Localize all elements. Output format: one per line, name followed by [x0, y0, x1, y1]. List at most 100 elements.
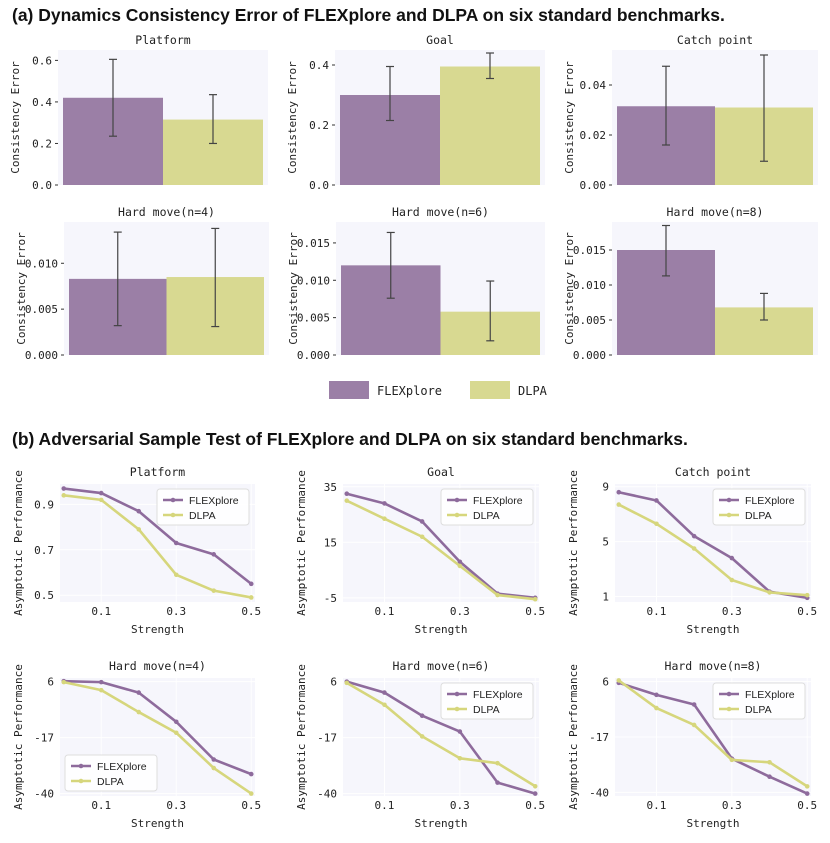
data-point-dlpa — [173, 730, 179, 736]
chart-title: Platform — [135, 33, 190, 47]
data-point-dlpa — [804, 784, 810, 789]
data-point-dlpa — [344, 498, 350, 503]
x-tick-label: 0.3 — [166, 799, 186, 812]
x-tick-label: 0.1 — [375, 605, 395, 618]
data-point-dlpa — [98, 687, 104, 693]
y-tick-label: 0.2 — [309, 119, 329, 132]
bar-chart-5: 0.000 0.005 0.010 0.015 Hard move(n=8) Consis… — [563, 205, 818, 362]
y-tick-label: 9 — [602, 481, 609, 494]
x-tick-label: 0.5 — [241, 605, 261, 618]
chart-title: Hard move(n=8) — [667, 205, 764, 219]
line-chart-7: 0.1 0.3 0.5 -5 15 35 Goal Strength Asymptotic Pe… — [295, 465, 545, 636]
data-point-dlpa — [382, 516, 387, 522]
data-point-flexplore — [654, 692, 659, 698]
data-point-dlpa — [344, 680, 350, 686]
x-tick-label: 0.5 — [797, 799, 817, 812]
series-line-dlpa — [617, 679, 808, 788]
legend-marker — [726, 691, 732, 697]
y-tick-label: 0.015 — [573, 244, 606, 257]
legend: FLEXplore DLPA — [712, 682, 806, 720]
data-point-dlpa — [457, 563, 463, 569]
data-point-flexplore — [691, 533, 697, 539]
data-point-flexplore — [382, 501, 387, 506]
y-tick-label: 0.0 — [32, 179, 52, 192]
y-tick-label: 0.005 — [297, 312, 330, 325]
data-point-flexplore — [248, 581, 254, 587]
data-point-flexplore — [382, 690, 387, 695]
x-tick-label: 0.3 — [166, 605, 186, 618]
data-point-dlpa — [616, 502, 622, 507]
legend-marker — [170, 512, 176, 518]
data-point-flexplore — [136, 508, 142, 514]
y-tick-label: 0.010 — [297, 274, 330, 287]
legend-marker — [170, 497, 176, 503]
y-axis-label: Consistency Error — [563, 232, 576, 345]
y-tick-label: 1 — [602, 591, 609, 604]
data-point-dlpa — [767, 590, 772, 595]
x-axis-label: Strength — [687, 623, 740, 636]
y-tick-label: 0.010 — [573, 279, 606, 292]
legend-marker — [726, 512, 732, 518]
x-tick-label: 0.5 — [525, 799, 545, 812]
data-point-dlpa — [419, 534, 425, 540]
series-line-dlpa — [346, 681, 536, 788]
y-axis-label: Consistency Error — [286, 61, 299, 174]
x-axis-label: Strength — [131, 817, 184, 830]
legend: FLEXplore DLPA — [440, 682, 534, 720]
y-tick-label: 0.4 — [32, 96, 52, 109]
legend-label: DLPA — [189, 510, 216, 522]
data-point-dlpa — [616, 678, 622, 683]
x-axis-label: Strength — [415, 817, 468, 830]
chart-title: Goal — [426, 33, 454, 47]
chart-title: Hard move(n=8) — [665, 659, 762, 673]
legend-marker — [726, 706, 732, 712]
legend-label: DLPA — [473, 704, 500, 716]
y-axis-label: Asymptotic Performance — [567, 470, 580, 616]
chart-title: Goal — [427, 465, 455, 479]
y-tick-label: 0.6 — [32, 54, 52, 67]
series-line-dlpa — [346, 499, 536, 601]
line-chart-6: 0.1 0.3 0.5 0.5 0.7 0.9 Platform Strength Asympt… — [12, 465, 261, 636]
data-point-dlpa — [691, 722, 697, 728]
legend-label: FLEXplore — [377, 384, 442, 398]
y-tick-label: -17 — [34, 732, 54, 745]
series-line-flexplore — [63, 487, 253, 585]
legend-marker — [454, 706, 460, 712]
legend-marker — [78, 763, 84, 769]
chart-title: Platform — [130, 465, 185, 479]
data-point-dlpa — [419, 734, 425, 739]
series-line-flexplore — [346, 680, 536, 795]
bar-chart-1: 0.0 0.2 0.4 Goal Consistency Error — [286, 33, 545, 192]
y-tick-label: 0.000 — [573, 349, 606, 362]
x-tick-label: 0.5 — [241, 799, 261, 812]
chart-title: Hard move(n=6) — [393, 659, 490, 673]
data-point-flexplore — [616, 489, 622, 495]
data-point-flexplore — [136, 690, 142, 695]
data-point-dlpa — [729, 757, 735, 763]
legend-label: FLEXplore — [473, 495, 523, 507]
data-point-dlpa — [495, 592, 500, 598]
data-point-dlpa — [654, 521, 659, 527]
data-point-dlpa — [804, 592, 810, 598]
x-tick-label: 0.5 — [525, 605, 545, 618]
bar-chart-0: 0.0 0.2 0.4 0.6 Platform Consistency Error — [9, 33, 268, 192]
x-tick-label: 0.1 — [647, 605, 667, 618]
shared-legend: FLEXplore DLPA — [329, 381, 548, 399]
section-b-title: (b) Adversarial Sample Test of FLEXplore… — [12, 429, 688, 449]
bar-chart-2: 0.00 0.02 0.04 Catch point Consistency Error — [563, 33, 818, 192]
y-tick-label: -5 — [324, 592, 337, 605]
legend-label: DLPA — [745, 510, 772, 522]
data-point-dlpa — [532, 596, 538, 602]
data-point-dlpa — [173, 572, 179, 578]
line-chart-9: 0.1 0.3 0.5 -40 -17 6 Hard move(n=4) Strength As… — [12, 659, 261, 830]
data-point-flexplore — [173, 540, 179, 546]
chart-title: Catch point — [677, 33, 753, 47]
y-tick-label: -17 — [589, 731, 609, 744]
y-axis-label: Asymptotic Performance — [295, 470, 308, 616]
legend-marker — [454, 691, 460, 697]
y-tick-label: 0.00 — [580, 179, 607, 192]
x-tick-label: 0.3 — [450, 799, 470, 812]
series-line-flexplore — [63, 679, 252, 776]
y-axis-label: Asymptotic Performance — [295, 664, 308, 810]
